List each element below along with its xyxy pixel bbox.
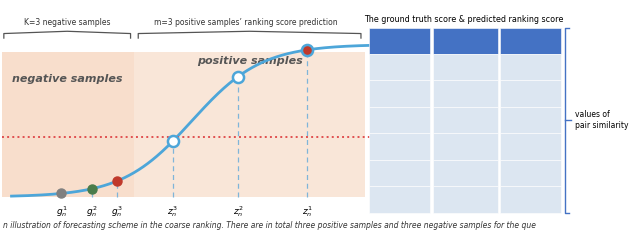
Text: The ground truth score & predicted ranking score: The ground truth score & predicted ranki… [364, 15, 563, 24]
FancyBboxPatch shape [369, 80, 431, 107]
FancyBboxPatch shape [369, 27, 431, 54]
Text: $s_{n6}$: $s_{n6}$ [524, 194, 537, 205]
Text: $z_n^2$: $z_n^2$ [395, 86, 405, 101]
Text: $g_n^1 = 1$: $g_n^1 = 1$ [452, 60, 478, 75]
Text: $\hat{g}_1 > 4$: $\hat{g}_1 > 4$ [452, 139, 478, 154]
Text: $g_n^3$: $g_n^3$ [111, 204, 123, 219]
Text: $\tilde{z}_n^3$: $\tilde{z}_n^3$ [395, 192, 404, 207]
Text: $\tilde{z}_n^2$: $\tilde{z}_n^2$ [395, 166, 404, 180]
FancyBboxPatch shape [500, 80, 561, 107]
FancyBboxPatch shape [369, 160, 431, 186]
FancyBboxPatch shape [433, 160, 497, 186]
Text: negative samples: negative samples [12, 74, 122, 84]
FancyBboxPatch shape [500, 186, 561, 213]
FancyBboxPatch shape [500, 27, 561, 54]
Text: Predicted
Score: Predicted Score [509, 31, 552, 51]
Text: K=3 negative samples: K=3 negative samples [24, 18, 111, 27]
Text: Ground
Truth Score: Ground Truth Score [440, 31, 490, 51]
Bar [2, 52, 134, 197]
FancyBboxPatch shape [500, 107, 561, 133]
Text: $\tilde{z}_n^1$: $\tilde{z}_n^1$ [395, 139, 404, 154]
Text: $z_n^3$: $z_n^3$ [168, 204, 178, 219]
Text: positive samples: positive samples [196, 56, 303, 66]
Text: $z_n^1$: $z_n^1$ [395, 60, 404, 75]
FancyBboxPatch shape [433, 27, 497, 54]
FancyBboxPatch shape [369, 186, 431, 213]
FancyBboxPatch shape [433, 133, 497, 160]
FancyBboxPatch shape [500, 133, 561, 160]
FancyBboxPatch shape [500, 160, 561, 186]
Text: values of
pair similarity: values of pair similarity [575, 110, 628, 130]
Text: n illustration of forecasting scheme in the coarse ranking. There are in total t: n illustration of forecasting scheme in … [3, 221, 536, 230]
Text: $s_{n4}$: $s_{n4}$ [524, 141, 537, 152]
FancyBboxPatch shape [369, 107, 431, 133]
FancyBboxPatch shape [369, 133, 431, 160]
Text: $s_{n3}$: $s_{n3}$ [524, 115, 537, 125]
FancyBboxPatch shape [500, 54, 561, 80]
Text: $g_n^2$: $g_n^2$ [86, 204, 98, 219]
FancyBboxPatch shape [433, 186, 497, 213]
FancyBboxPatch shape [433, 107, 497, 133]
FancyBboxPatch shape [433, 54, 497, 80]
FancyBboxPatch shape [369, 54, 431, 80]
Text: $\hat{g}_2 > 4$: $\hat{g}_2 > 4$ [452, 166, 478, 180]
Text: $z_n^1$: $z_n^1$ [302, 204, 312, 219]
Text: $g_n^2 = 2$: $g_n^2 = 2$ [452, 86, 478, 101]
Text: $z_n^2$: $z_n^2$ [233, 204, 243, 219]
Text: $s_{n1}$: $s_{n1}$ [524, 62, 537, 73]
Text: $s_{n5}$: $s_{n5}$ [524, 168, 537, 178]
Text: $g_n^3 = 3$: $g_n^3 = 3$ [452, 113, 479, 128]
Text: Samples: Samples [381, 36, 418, 45]
Bar [134, 52, 365, 197]
Text: $\hat{g}_3 > 4$: $\hat{g}_3 > 4$ [452, 192, 478, 207]
Text: $s_{n2}$: $s_{n2}$ [524, 88, 537, 99]
Text: $z_n^3$: $z_n^3$ [395, 113, 405, 128]
Text: m=3 positive samples’ ranking score prediction: m=3 positive samples’ ranking score pred… [154, 18, 337, 27]
FancyBboxPatch shape [433, 80, 497, 107]
Text: $g_n^1$: $g_n^1$ [56, 204, 67, 219]
